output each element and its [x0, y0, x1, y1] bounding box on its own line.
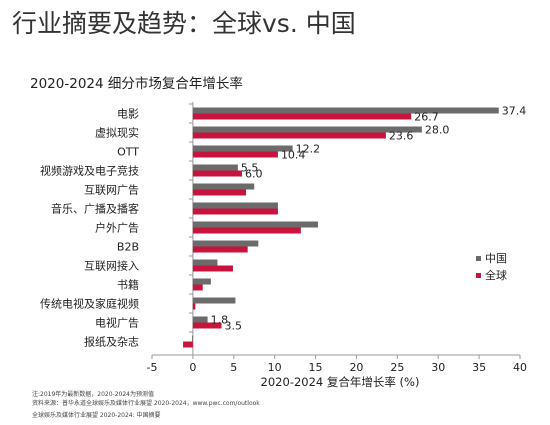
legend-swatch-global	[476, 273, 481, 278]
category-label: 虚拟现实	[95, 126, 139, 140]
data-label: 6.0	[245, 168, 263, 181]
chart-title: 2020-2024 细分市场复合年增长率	[30, 76, 243, 92]
legend-label: 中国	[485, 252, 507, 265]
value-tick-label: 15	[309, 361, 323, 374]
value-tick-label: 25	[390, 361, 404, 374]
value-tick-label: 35	[472, 361, 486, 374]
page-title: 行业摘要及趋势：全球vs. 中国	[12, 9, 356, 38]
legend-label: 全球	[485, 268, 507, 282]
value-tick-label: 10	[268, 361, 282, 374]
bar-china	[192, 145, 293, 152]
bar-china	[192, 107, 499, 114]
category-label: 电影	[117, 108, 139, 121]
bar-china	[192, 221, 319, 228]
bar-china	[192, 202, 278, 209]
value-tick-label: 0	[189, 361, 196, 374]
value-tick-label: 5	[230, 361, 237, 374]
value-tick-label: -5	[147, 361, 158, 374]
data-label: 12.2	[296, 143, 321, 156]
value-tick-label: 40	[513, 361, 527, 374]
bar-global	[192, 208, 278, 215]
bar-china	[192, 335, 193, 342]
bar-china	[192, 183, 255, 190]
category-label: 视频游戏及电子竞技	[40, 164, 139, 178]
footnote-source: 资料来源：普华永道全球娱乐及媒体行业展望 2020-2024，www.pwc.c…	[32, 400, 260, 407]
data-label: 5.5	[241, 162, 259, 175]
data-label: 23.6	[389, 130, 414, 143]
bar-global	[192, 322, 222, 329]
report-footer: 全球娱乐及媒体行业展望 2020-2024: 中国摘要	[32, 412, 161, 419]
category-label: 互联网广告	[84, 184, 139, 197]
bar-china	[192, 278, 211, 285]
bar-china	[192, 164, 238, 171]
bar-china	[192, 316, 208, 323]
value-tick-label: 30	[431, 361, 445, 374]
x-axis-label: 2020-2024 复合年增长率 (%)	[261, 375, 420, 389]
bar-china	[192, 297, 236, 304]
bar-global	[183, 341, 193, 348]
bar-china	[192, 240, 259, 247]
bar-global	[192, 170, 242, 177]
data-label: 37.4	[502, 105, 527, 118]
category-label: 户外广告	[95, 221, 139, 235]
bar-global	[192, 227, 301, 234]
legend-swatch-china	[476, 256, 481, 261]
category-label: 电视广告	[95, 316, 139, 330]
category-label: 音乐、广播及播客	[51, 202, 139, 216]
data-label: 26.7	[414, 111, 439, 124]
bar-global	[192, 246, 248, 253]
bar-global	[192, 113, 412, 120]
data-label: 1.8	[211, 314, 229, 327]
bar-global	[192, 265, 233, 272]
footnote-data-note: 注:2019年为最新数据，2020-2024为预测值	[32, 391, 154, 398]
category-label: 书籍	[117, 278, 139, 292]
category-label: OTT	[117, 146, 139, 159]
data-label: 28.0	[425, 124, 450, 137]
bar-china	[192, 259, 218, 266]
value-tick-label: 20	[349, 361, 363, 374]
bar-global	[192, 284, 203, 291]
bar-china	[192, 126, 422, 133]
data-label: 3.5	[225, 320, 243, 333]
data-label: 10.4	[281, 149, 306, 162]
category-label: 传统电视及家庭视频	[40, 297, 139, 311]
category-label: B2B	[117, 241, 139, 254]
bar-global	[192, 132, 386, 139]
category-label: 报纸及杂志	[84, 335, 139, 349]
bar-global	[192, 151, 278, 158]
category-label: 互联网接入	[84, 260, 139, 273]
bar-global	[192, 303, 196, 310]
bar-global	[192, 189, 247, 196]
